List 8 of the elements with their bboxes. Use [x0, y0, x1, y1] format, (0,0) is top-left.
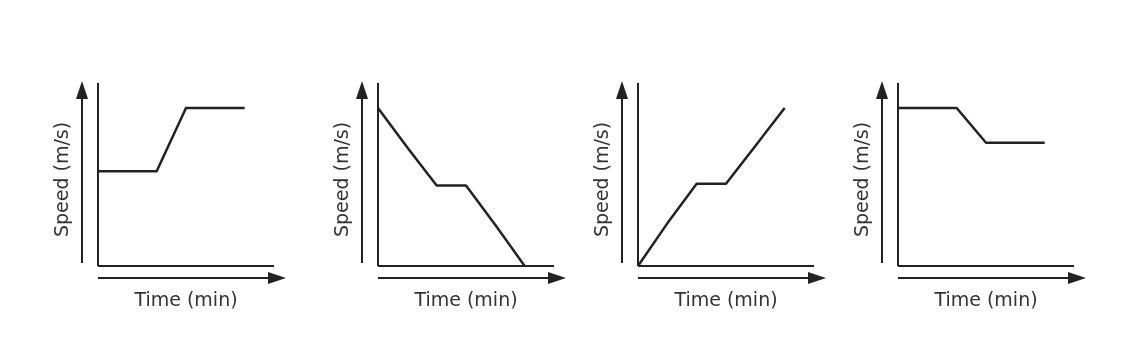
y-axis-title: Speed (m/s) [330, 121, 352, 238]
y-axis-title: Speed (m/s) [50, 121, 72, 238]
x-axis-title: Time (min) [933, 288, 1038, 310]
y-axis-title: Speed (m/s) [850, 121, 872, 238]
x-axis-title: Time (min) [673, 288, 778, 310]
y-axis-title: Speed (m/s) [590, 121, 612, 238]
x-axis-title: Time (min) [413, 288, 518, 310]
x-axis-title: Time (min) [133, 288, 238, 310]
